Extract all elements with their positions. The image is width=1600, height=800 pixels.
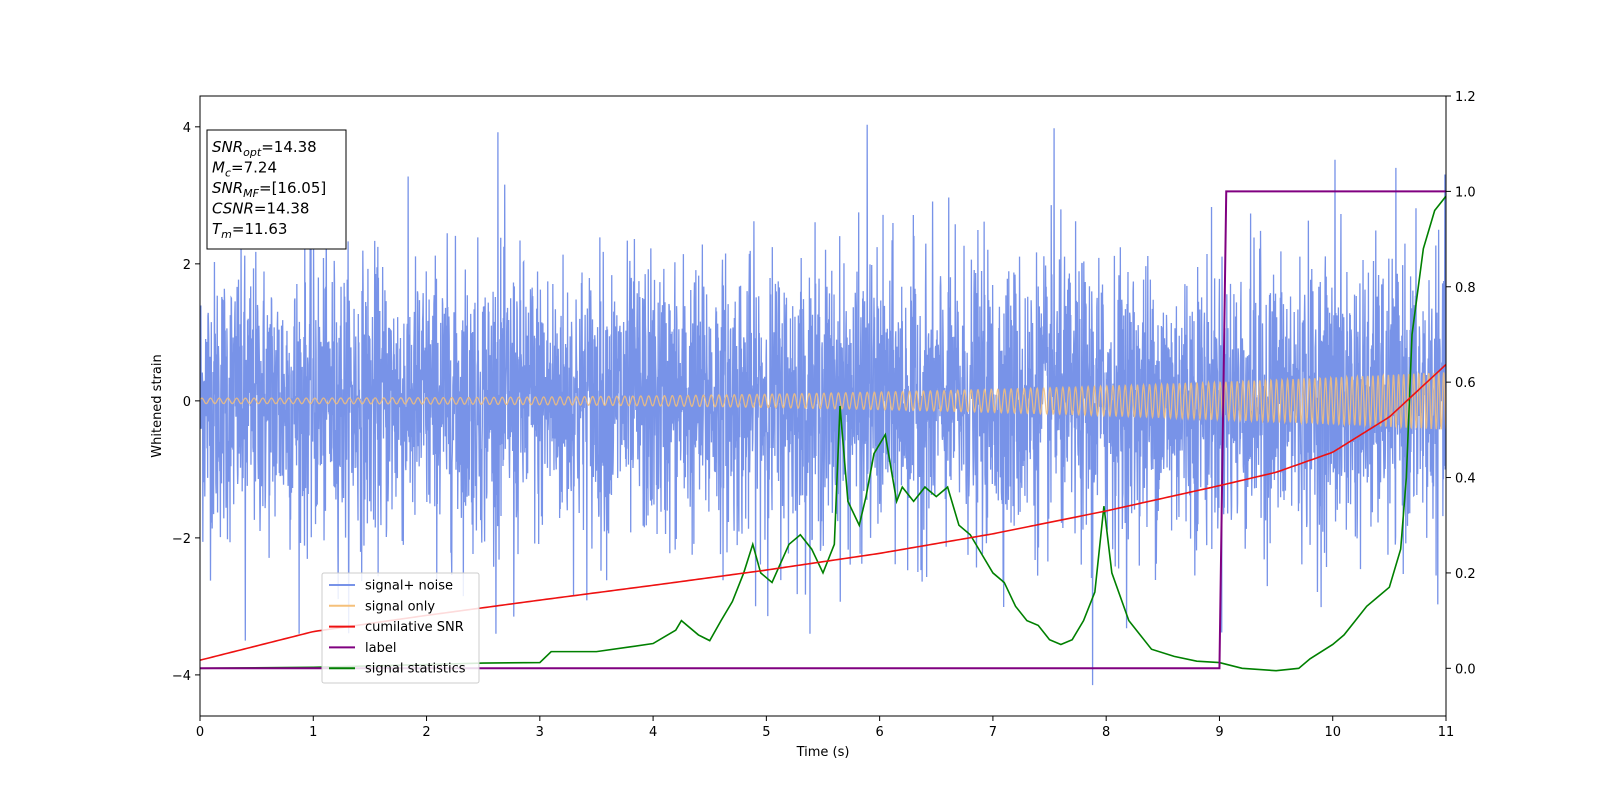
- x-tick-label: 2: [422, 725, 430, 740]
- x-tick-label: 7: [989, 725, 997, 740]
- x-tick-label: 4: [649, 725, 657, 740]
- annotation-line: SNRMF=[16.05]: [212, 179, 326, 200]
- x-tick-label: 11: [1438, 725, 1455, 740]
- x-tick-label: 10: [1324, 725, 1341, 740]
- plot-frame: [199, 95, 1447, 717]
- x-tick-label: 8: [1102, 725, 1110, 740]
- series-signal-noise: [200, 124, 1446, 686]
- series-signal-statistics-line: [200, 195, 1446, 672]
- x-tick-label: 1: [309, 725, 317, 740]
- legend-entry: cumilative SNR: [365, 620, 464, 635]
- legend: signal+ noise signal only cumilative SNR la…: [321, 572, 480, 684]
- x-tick-label: 0: [196, 725, 204, 740]
- y2-tick-label: 0.0: [1455, 662, 1476, 677]
- y2-tick-label: 0.2: [1455, 567, 1476, 582]
- x-tick-label: 6: [875, 725, 883, 740]
- y-tick-label: 0: [183, 395, 191, 410]
- y2-tick-label: 1.0: [1455, 185, 1476, 200]
- y-axis-label: Whitened strain: [150, 354, 165, 457]
- x-tick-label: 9: [1215, 725, 1223, 740]
- series-signal-only: [200, 372, 1446, 430]
- y-tick-label: −4: [172, 669, 191, 684]
- x-tick-label: 3: [536, 725, 544, 740]
- x-tick-label: 5: [762, 725, 770, 740]
- legend-entry: signal+ noise: [365, 579, 453, 594]
- legend-entry: signal only: [365, 599, 435, 614]
- legend-frame: [321, 572, 480, 684]
- y2-tick-label: 0.8: [1455, 281, 1476, 296]
- annotation-line: CSNR=14.38: [212, 200, 309, 218]
- y2-tick-label: 1.2: [1455, 90, 1476, 105]
- annotation-frame: [206, 129, 347, 250]
- annotation-line: Mc=7.24: [212, 159, 277, 180]
- axes: 0 1 2 3 4 5 6 7 8 9 10 11 −4 −2 0 2 4 0.0 0.2 0.4 0.6 0.8 1.0 1…: [172, 90, 1476, 740]
- legend-entry: label: [365, 641, 396, 656]
- y-tick-label: −2: [172, 532, 191, 547]
- annotation-box: SNRopt=14.38Mc=7.24SNRMF=[16.05]CSNR=14.…: [206, 129, 347, 250]
- legend-entry: signal statistics: [365, 662, 466, 677]
- y2-tick-label: 0.4: [1455, 472, 1476, 487]
- signal-noise-line: [200, 124, 1446, 686]
- annotation-line: Tm=11.63: [212, 220, 287, 241]
- y-tick-label: 4: [183, 121, 191, 136]
- signal-only-line: [200, 372, 1446, 430]
- annotation-line: SNRopt=14.38: [212, 138, 317, 159]
- y2-tick-label: 0.6: [1455, 376, 1476, 391]
- series-label-line: [200, 190, 1446, 670]
- y-tick-label: 2: [183, 258, 191, 273]
- x-axis-label: Time (s): [796, 745, 850, 760]
